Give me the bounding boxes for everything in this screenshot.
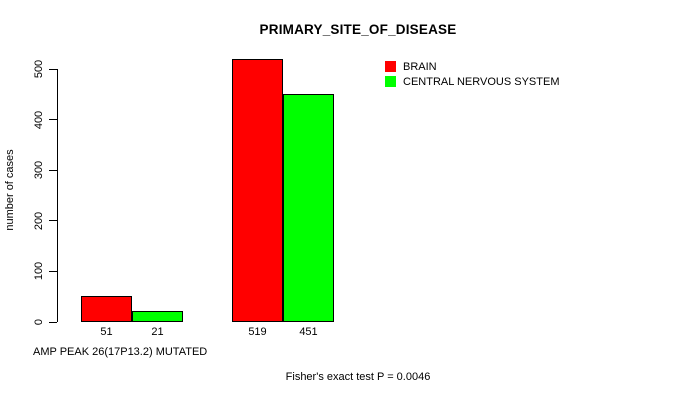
y-axis-tick-label: 500 [33, 59, 45, 79]
legend-row: CENTRAL NERVOUS SYSTEM [385, 75, 559, 88]
y-axis-tick-label: 200 [33, 211, 45, 230]
y-axis-tick [49, 270, 57, 272]
bar-value-label: 21 [151, 326, 164, 338]
bar-value-label: 51 [100, 326, 113, 338]
y-axis-tick-label: 0 [33, 318, 45, 326]
y-axis-label: number of cases [4, 149, 16, 231]
bar-value-label: 519 [248, 326, 267, 338]
bar-central-nervous-system [283, 94, 334, 322]
legend-swatch-icon [385, 76, 396, 87]
bar-central-nervous-system [132, 311, 183, 322]
bar-value-label: 451 [299, 326, 318, 338]
legend-label: CENTRAL NERVOUS SYSTEM [403, 75, 560, 88]
y-axis-tick [49, 169, 57, 171]
y-axis-tick [49, 68, 57, 70]
y-axis-tick-label: 300 [33, 161, 45, 180]
legend: BRAIN CENTRAL NERVOUS SYSTEM [385, 60, 559, 90]
y-axis-tick [49, 321, 57, 323]
legend-swatch-icon [385, 61, 396, 72]
bar-brain [81, 296, 132, 322]
statistics-annotation: Fisher's exact test P = 0.0046 [285, 371, 431, 383]
x-axis-label: AMP PEAK 26(17P13.2) MUTATED [33, 346, 208, 358]
bar-brain [232, 59, 283, 322]
y-axis-tick-label: 400 [33, 110, 45, 129]
chart-title: PRIMARY_SITE_OF_DISEASE [259, 22, 457, 37]
legend-label: BRAIN [403, 60, 437, 73]
legend-row: BRAIN [385, 60, 559, 73]
y-axis-tick [49, 119, 57, 121]
y-axis-line [57, 69, 58, 322]
y-axis-tick-label: 100 [33, 262, 45, 281]
y-axis-tick [49, 220, 57, 222]
